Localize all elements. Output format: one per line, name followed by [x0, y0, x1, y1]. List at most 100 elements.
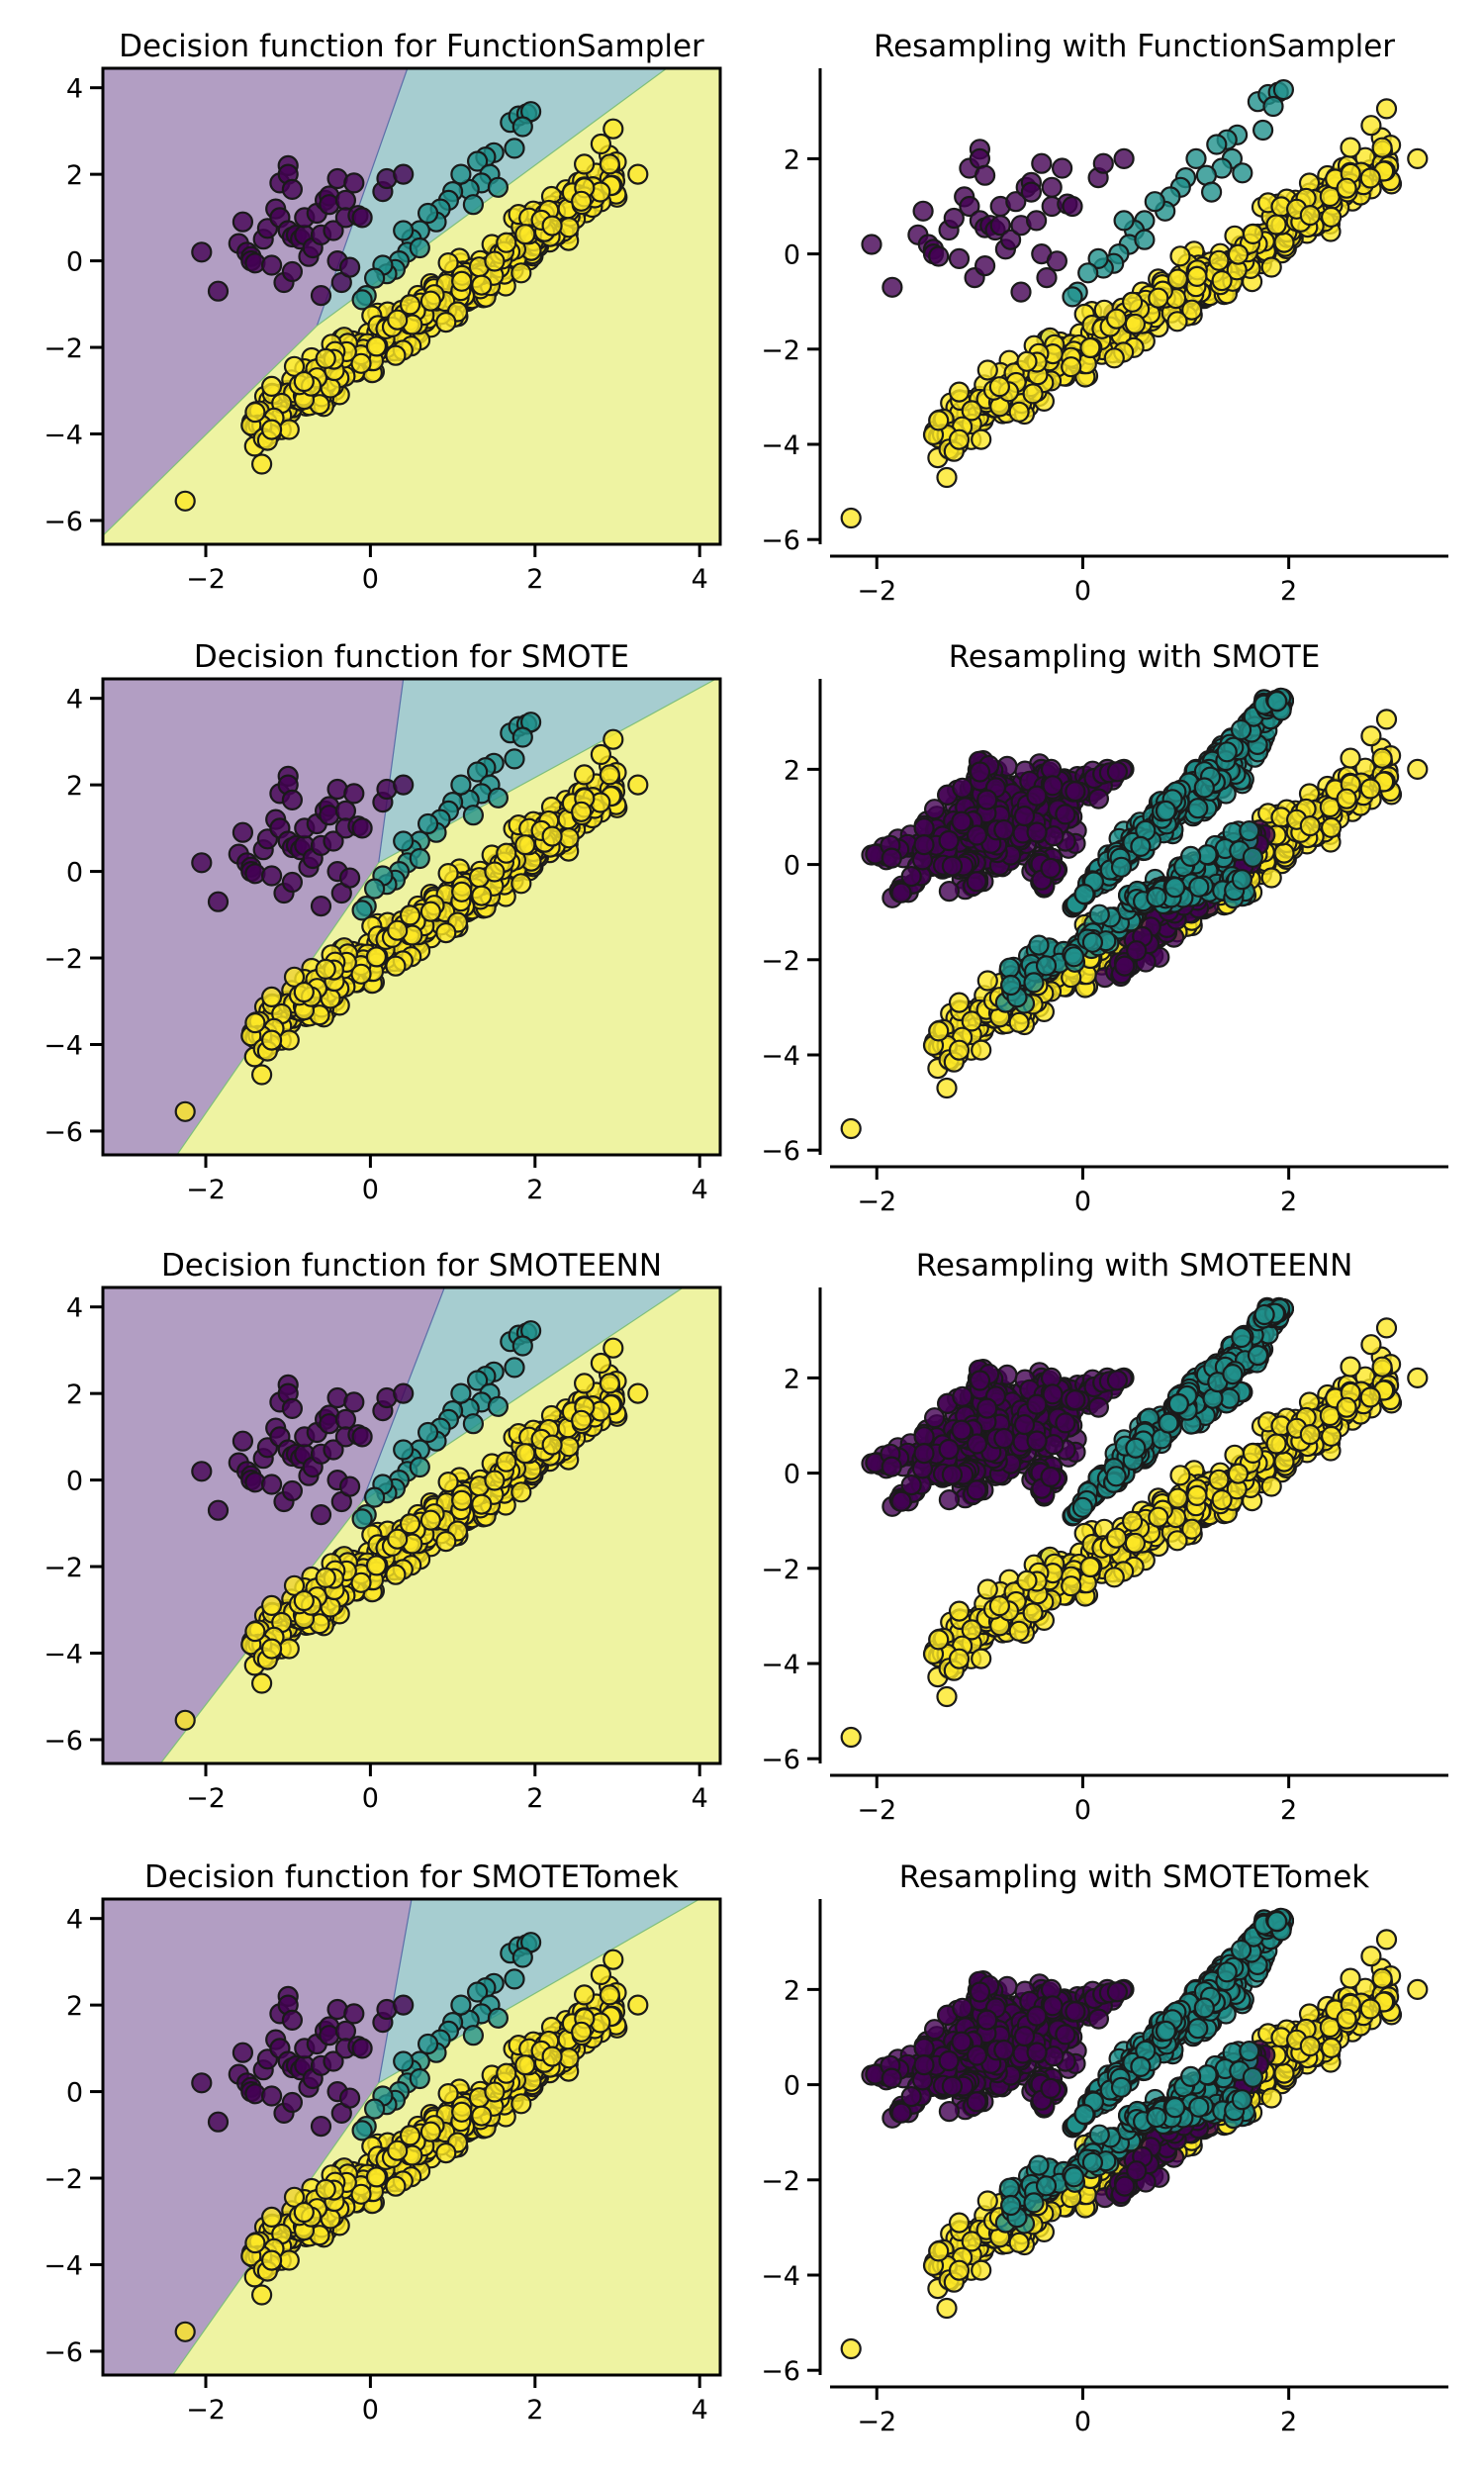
point-class-2	[1124, 313, 1147, 334]
point-class-0	[951, 810, 973, 832]
plot-area	[103, 679, 720, 1155]
x-tick-label: 2	[526, 564, 543, 595]
point-class-1	[511, 1335, 533, 1357]
point-class-0	[1040, 857, 1062, 880]
point-class-0	[310, 285, 332, 307]
point-class-2	[971, 428, 992, 450]
point-class-1	[1231, 869, 1253, 891]
point-class-1	[1113, 210, 1135, 232]
point-class-2	[1016, 350, 1038, 372]
point-class-1	[1193, 777, 1215, 799]
point-class-0	[1065, 781, 1086, 803]
point-class-0	[261, 1474, 283, 1495]
point-class-2	[174, 1709, 196, 1731]
point-class-2	[570, 190, 593, 212]
point-class-2	[419, 290, 441, 312]
point-class-1	[364, 878, 386, 900]
x-tick-label: 2	[1280, 1187, 1297, 1217]
point-class-0	[974, 164, 996, 186]
point-class-0	[881, 847, 902, 869]
point-class-0	[281, 1397, 303, 1420]
point-class-0	[900, 865, 922, 888]
point-class-2	[471, 1493, 493, 1515]
x-tick-label: 2	[526, 1783, 543, 1814]
resample-panel: Resampling with SMOTEENN−2 0 2−6−4−202	[761, 1248, 1448, 1826]
point-class-2	[1061, 356, 1082, 378]
point-class-1	[462, 805, 484, 826]
point-class-2	[437, 252, 459, 274]
point-class-0	[261, 865, 283, 887]
point-class-2	[514, 834, 536, 856]
point-class-0	[1126, 940, 1148, 962]
y-tick-label: 4	[66, 1293, 83, 1324]
point-class-2	[590, 743, 612, 766]
point-class-2	[435, 312, 457, 333]
point-class-0	[339, 867, 361, 889]
point-class-0	[1114, 955, 1136, 977]
point-class-0	[969, 761, 991, 783]
plot-area	[103, 1287, 720, 1763]
point-class-2	[1407, 147, 1429, 169]
point-class-1	[1266, 691, 1288, 713]
point-class-1	[450, 163, 472, 185]
y-tick-label: −2	[761, 335, 800, 366]
point-class-2	[1242, 223, 1264, 244]
point-class-1	[364, 267, 386, 289]
point-class-0	[393, 1382, 415, 1404]
point-class-2	[1105, 308, 1128, 330]
chart-title: Resampling with FunctionSampler	[874, 29, 1395, 64]
x-tick-label: 0	[1074, 1187, 1091, 1217]
point-class-2	[936, 466, 958, 489]
point-class-2	[244, 1620, 266, 1643]
decision-panel: Decision function for SMOTE−2 0 2 4−6−4−202…	[44, 639, 722, 1205]
plot-area	[840, 687, 1429, 1140]
point-class-0	[281, 178, 303, 200]
point-class-2	[590, 1352, 612, 1375]
point-class-2	[315, 1567, 336, 1589]
x-tick-label: −2	[857, 1187, 896, 1217]
point-class-2	[385, 344, 407, 366]
point-class-0	[941, 855, 964, 877]
point-class-2	[976, 359, 998, 381]
point-class-1	[409, 1456, 430, 1478]
y-tick-label: −6	[761, 525, 800, 556]
point-class-0	[1031, 152, 1053, 174]
point-class-1	[1028, 934, 1050, 956]
boundary-line	[159, 1287, 684, 1763]
point-class-0	[281, 789, 303, 811]
point-class-2	[387, 919, 409, 941]
point-class-2	[961, 400, 982, 422]
point-class-0	[938, 829, 960, 852]
point-class-2	[451, 270, 473, 292]
axes-frame	[101, 1285, 722, 1765]
point-class-0	[343, 172, 365, 194]
point-class-0	[310, 1503, 332, 1526]
point-class-2	[1320, 206, 1343, 228]
point-class-2	[244, 402, 266, 424]
point-class-0	[343, 1391, 365, 1413]
point-class-0	[351, 207, 373, 229]
point-class-0	[1062, 195, 1083, 218]
chart-title: Decision function for FunctionSampler	[119, 29, 704, 64]
point-class-0	[1113, 147, 1135, 169]
point-class-0	[1005, 191, 1027, 213]
point-class-0	[861, 234, 882, 255]
point-class-2	[174, 1100, 196, 1122]
point-class-1	[1232, 162, 1253, 184]
point-class-2	[365, 1555, 387, 1576]
point-class-0	[1046, 250, 1068, 272]
point-class-2	[293, 370, 315, 393]
point-class-2	[599, 764, 620, 786]
point-class-1	[1000, 974, 1022, 997]
point-class-2	[603, 118, 624, 140]
point-class-2	[573, 153, 596, 175]
point-class-2	[590, 133, 612, 155]
chart-title: Decision function for SMOTEENN	[161, 1248, 662, 1284]
point-class-1	[1252, 119, 1274, 142]
point-class-2	[1079, 336, 1101, 359]
point-class-1	[351, 900, 373, 921]
point-class-2	[471, 885, 493, 906]
point-class-2	[365, 335, 387, 357]
point-class-2	[1299, 814, 1321, 837]
y-tick-label: 2	[784, 755, 800, 786]
